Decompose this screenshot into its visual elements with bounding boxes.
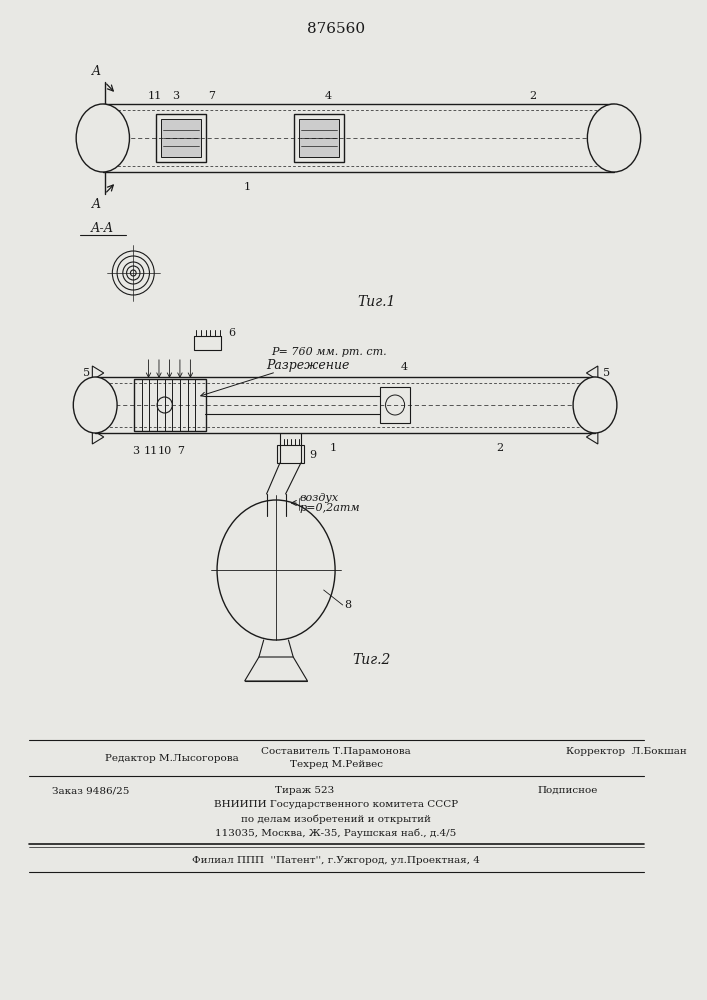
Text: Редактор М.Лысогорова: Редактор М.Лысогорова: [105, 754, 238, 763]
Text: 1: 1: [244, 182, 251, 192]
Bar: [194, 336, 221, 350]
Bar: [156, 114, 206, 162]
Text: р=0,2атм: р=0,2атм: [300, 503, 361, 513]
Text: Филиал ППП  ''Патент'', г.Ужгород, ул.Проектная, 4: Филиал ППП ''Патент'', г.Ужгород, ул.Про…: [192, 856, 480, 865]
Text: 4: 4: [325, 91, 332, 101]
Ellipse shape: [74, 377, 117, 433]
Text: Тираж 523: Тираж 523: [275, 786, 334, 795]
Text: 113035, Москва, Ж-35, Раушская наб., д.4/5: 113035, Москва, Ж-35, Раушская наб., д.4…: [216, 828, 457, 838]
Ellipse shape: [573, 377, 617, 433]
Text: 2: 2: [496, 443, 503, 453]
Text: 4: 4: [401, 362, 408, 372]
Text: 6: 6: [228, 328, 235, 338]
Text: Составитель Т.Парамонова: Составитель Т.Парамонова: [261, 747, 411, 756]
Text: 9: 9: [310, 450, 317, 460]
Text: 11: 11: [144, 446, 158, 456]
Text: ВНИИПИ Государственного комитета СССР: ВНИИПИ Государственного комитета СССР: [214, 800, 458, 809]
Text: Разрежение: Разрежение: [267, 360, 350, 372]
Text: 2: 2: [530, 91, 537, 101]
Bar: [294, 114, 344, 162]
Text: 5: 5: [602, 368, 609, 378]
Text: A: A: [92, 198, 101, 211]
Text: 3: 3: [173, 91, 180, 101]
Text: А-А: А-А: [91, 223, 115, 235]
Text: 7: 7: [208, 91, 215, 101]
Text: 876560: 876560: [307, 22, 365, 36]
Text: Подписное: Подписное: [538, 786, 598, 795]
Text: по делам изобретений и открытий: по делам изобретений и открытий: [241, 814, 431, 824]
Text: P= 760 мм. рт. ст.: P= 760 мм. рт. ст.: [271, 347, 387, 357]
Text: Техред М.Рейвес: Техред М.Рейвес: [290, 760, 382, 769]
Text: 1: 1: [329, 443, 337, 453]
Text: A: A: [92, 65, 101, 78]
Text: воздух: воздух: [300, 493, 339, 503]
Text: 8: 8: [344, 600, 352, 610]
Text: 11: 11: [148, 91, 163, 101]
Text: Заказ 9486/25: Заказ 9486/25: [52, 786, 129, 795]
Bar: [134, 379, 206, 431]
Text: 7: 7: [177, 446, 185, 456]
Ellipse shape: [588, 104, 641, 172]
Text: Τиг.2: Τиг.2: [352, 653, 390, 667]
Bar: [277, 445, 304, 463]
Text: 10: 10: [158, 446, 172, 456]
Text: 5: 5: [83, 368, 90, 378]
Text: Корректор  Л.Бокшан: Корректор Л.Бокшан: [566, 747, 687, 756]
Ellipse shape: [76, 104, 129, 172]
Text: Τиг.1: Τиг.1: [357, 295, 395, 309]
Bar: [299, 119, 339, 157]
Text: 3: 3: [133, 446, 140, 456]
Bar: [380, 387, 410, 423]
Bar: [161, 119, 201, 157]
